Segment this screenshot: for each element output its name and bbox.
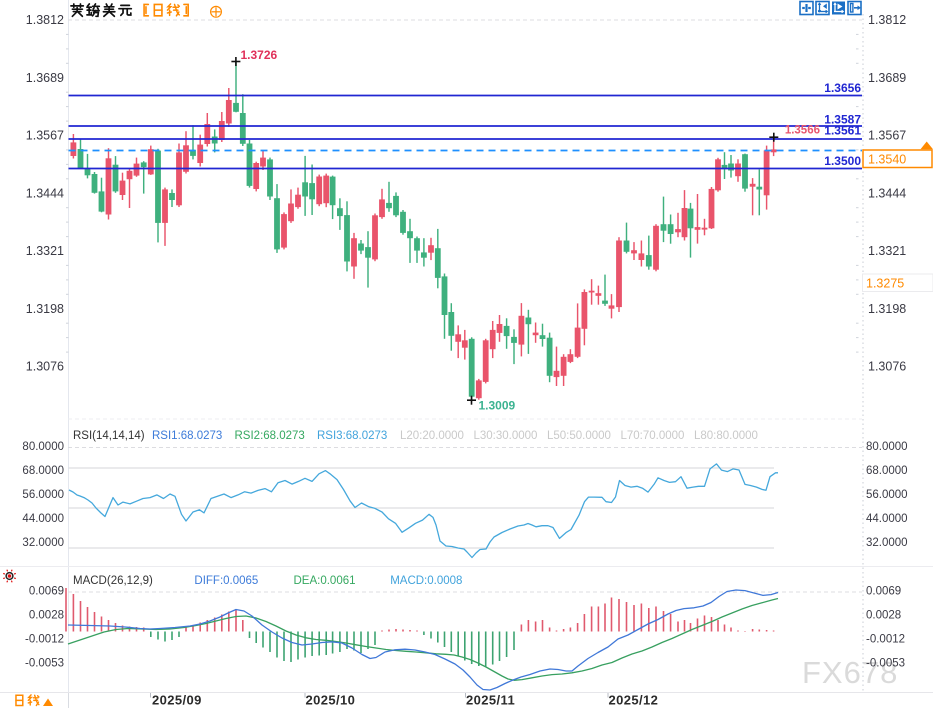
svg-text:0.0069: 0.0069 (29, 586, 64, 598)
svg-text:-0.0053: -0.0053 (866, 658, 905, 670)
svg-text:1.3076: 1.3076 (868, 360, 906, 374)
svg-text:1.3567: 1.3567 (868, 129, 906, 143)
svg-text:1.3726: 1.3726 (241, 48, 278, 62)
svg-text:RSI2:68.0273: RSI2:68.0273 (235, 430, 305, 442)
svg-text:L30:30.0000: L30:30.0000 (474, 430, 538, 442)
svg-text:L50:50.0000: L50:50.0000 (547, 430, 611, 442)
svg-text:32.0000: 32.0000 (866, 537, 908, 549)
svg-text:1.3812: 1.3812 (868, 13, 906, 27)
svg-text:RSI(14,14,14): RSI(14,14,14) (73, 430, 145, 442)
svg-text:1.3275: 1.3275 (866, 277, 904, 291)
svg-text:80.0000: 80.0000 (22, 441, 64, 453)
svg-text:32.0000: 32.0000 (22, 537, 64, 549)
svg-text:1.3812: 1.3812 (26, 13, 64, 27)
svg-text:RSI1:68.0273: RSI1:68.0273 (152, 430, 222, 442)
svg-text:2025/11: 2025/11 (466, 693, 515, 708)
svg-text:0.0028: 0.0028 (866, 610, 901, 622)
svg-text:1.3656: 1.3656 (824, 81, 861, 95)
svg-text:68.0000: 68.0000 (22, 465, 64, 477)
svg-text:56.0000: 56.0000 (866, 489, 908, 501)
svg-text:1.3321: 1.3321 (26, 244, 64, 258)
svg-text:1.3076: 1.3076 (26, 360, 64, 374)
svg-text:1.3540: 1.3540 (868, 153, 906, 167)
svg-text:44.0000: 44.0000 (22, 513, 64, 525)
svg-text:68.0000: 68.0000 (866, 465, 908, 477)
svg-text:RSI3:68.0273: RSI3:68.0273 (317, 430, 387, 442)
svg-text:1.3561: 1.3561 (824, 124, 861, 138)
svg-text:1.3566: 1.3566 (785, 125, 820, 137)
svg-text:1.3198: 1.3198 (26, 302, 64, 316)
svg-text:44.0000: 44.0000 (866, 513, 908, 525)
svg-text:-0.0012: -0.0012 (866, 634, 905, 646)
svg-text:1.3444: 1.3444 (26, 186, 64, 200)
svg-text:2025/10: 2025/10 (306, 693, 356, 708)
svg-text:80.0000: 80.0000 (866, 441, 908, 453)
svg-text:1.3321: 1.3321 (868, 244, 906, 258)
svg-text:MACD(26,12,9): MACD(26,12,9) (73, 575, 153, 587)
svg-text:L20:20.0000: L20:20.0000 (400, 430, 464, 442)
svg-text:1.3500: 1.3500 (824, 154, 861, 168)
svg-text:1.3689: 1.3689 (26, 71, 64, 85)
svg-text:-0.0012: -0.0012 (25, 634, 64, 646)
svg-text:L80:80.0000: L80:80.0000 (694, 430, 758, 442)
svg-text:0.0069: 0.0069 (866, 586, 901, 598)
svg-text:-0.0053: -0.0053 (25, 658, 64, 670)
svg-text:0.0028: 0.0028 (29, 610, 64, 622)
svg-text:MACD:0.0008: MACD:0.0008 (390, 575, 462, 587)
svg-text:1.3009: 1.3009 (479, 399, 516, 413)
svg-text:DIFF:0.0065: DIFF:0.0065 (194, 575, 258, 587)
svg-text:1.3567: 1.3567 (26, 129, 64, 143)
svg-text:56.0000: 56.0000 (22, 489, 64, 501)
svg-text:1.3198: 1.3198 (868, 302, 906, 316)
svg-text:1.3444: 1.3444 (868, 186, 906, 200)
svg-text:L70:70.0000: L70:70.0000 (621, 430, 685, 442)
svg-text:DEA:0.0061: DEA:0.0061 (294, 575, 356, 587)
svg-text:2025/12: 2025/12 (609, 693, 659, 708)
svg-text:1.3689: 1.3689 (868, 71, 906, 85)
svg-text:2025/09: 2025/09 (152, 693, 202, 708)
